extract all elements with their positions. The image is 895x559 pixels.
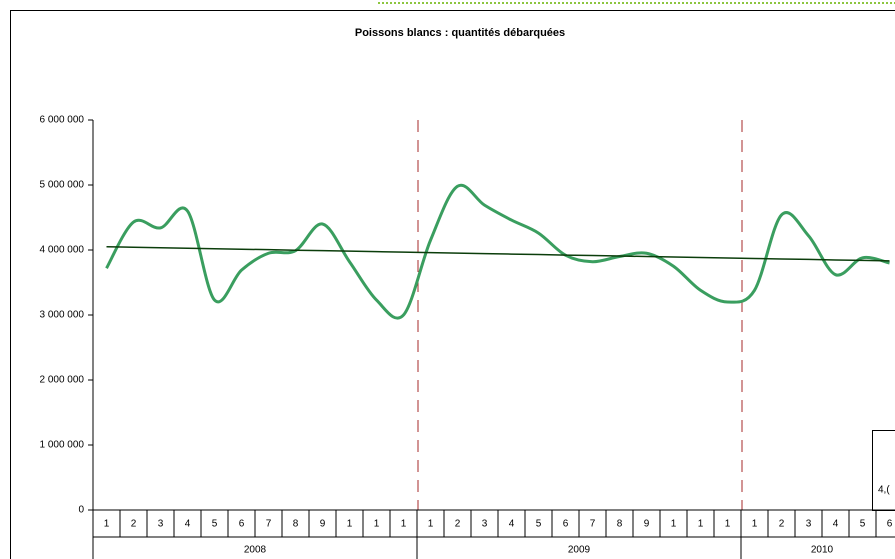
x-tick-label: 7 — [590, 519, 596, 530]
x-tick-label: 6 — [887, 519, 893, 530]
x-tick-label: 1 — [671, 519, 677, 530]
year-label: 2009 — [568, 545, 591, 556]
x-tick-label: 1 — [104, 519, 110, 530]
year-label: 2010 — [811, 545, 834, 556]
y-tick-label: 6 000 000 — [40, 115, 85, 126]
series-line — [106, 246, 890, 262]
x-tick-label: 6 — [563, 519, 569, 530]
x-tick-label: 3 — [158, 519, 164, 530]
x-tick-label: 1 — [698, 519, 704, 530]
x-tick-label: 4 — [509, 519, 515, 530]
x-tick-label: 1 — [401, 519, 407, 530]
x-tick-label: 4 — [185, 519, 191, 530]
x-tick-label: 3 — [482, 519, 488, 530]
x-tick-label: 5 — [212, 519, 218, 530]
x-tick-label: 1 — [725, 519, 731, 530]
y-tick-label: 5 000 000 — [40, 180, 85, 191]
x-tick-label: 9 — [644, 519, 650, 530]
x-tick-label: 4 — [833, 519, 839, 530]
x-tick-label: 9 — [320, 519, 326, 530]
chart-frame — [10, 10, 895, 559]
series-line — [105, 183, 890, 320]
x-tick-label: 8 — [617, 519, 623, 530]
x-tick-label: 2 — [779, 519, 785, 530]
y-tick-label: 3 000 000 — [40, 310, 85, 321]
x-tick-label: 1 — [374, 519, 380, 530]
y-tick-label: 2 000 000 — [40, 375, 85, 386]
y-tick-label: 1 000 000 — [40, 440, 85, 451]
x-tick-label: 8 — [293, 519, 299, 530]
x-tick-label: 6 — [239, 519, 245, 530]
x-tick-label: 1 — [428, 519, 434, 530]
x-tick-label: 5 — [536, 519, 542, 530]
x-tick-label: 3 — [806, 519, 812, 530]
chart-title: Poissons blancs : quantités débarquées — [355, 27, 565, 39]
y-tick-label: 0 — [78, 505, 84, 516]
y-tick-label: 4 000 000 — [40, 245, 85, 256]
x-tick-label: 1 — [752, 519, 758, 530]
x-tick-label: 5 — [860, 519, 866, 530]
year-label: 2008 — [244, 545, 267, 556]
annotation: 4,( — [878, 485, 890, 496]
x-tick-label: 2 — [455, 519, 461, 530]
x-tick-label: 2 — [131, 519, 137, 530]
x-tick-label: 1 — [347, 519, 353, 530]
x-tick-label: 7 — [266, 519, 272, 530]
data-table-fragment — [872, 430, 895, 511]
